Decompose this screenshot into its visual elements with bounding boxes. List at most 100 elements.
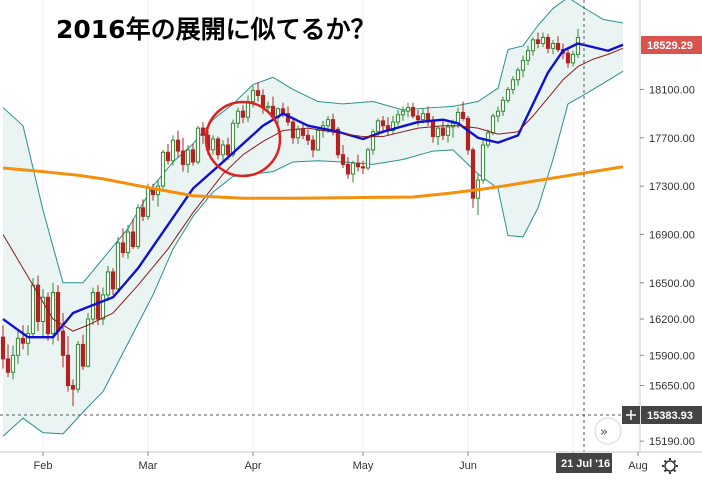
candle-body	[545, 36, 551, 49]
candle	[400, 106, 406, 121]
candle	[500, 96, 506, 117]
gear-icon	[664, 460, 676, 472]
candle	[525, 45, 531, 66]
candle	[130, 218, 136, 249]
candle-body	[20, 337, 26, 344]
candle	[470, 147, 476, 208]
candle-body	[45, 296, 51, 335]
time-tick-label: Mar	[139, 460, 158, 472]
ma-short-line	[2, 42, 624, 339]
candle-body	[555, 43, 561, 51]
candle-body	[520, 59, 526, 71]
candle	[140, 199, 146, 222]
candle	[230, 119, 236, 158]
candle-body	[265, 105, 271, 109]
candle	[210, 135, 216, 155]
candle-body	[310, 139, 316, 151]
candle-body	[330, 119, 336, 130]
candle-body	[420, 113, 426, 121]
candle-body	[495, 110, 501, 117]
time-tick-label: Feb	[34, 460, 53, 472]
candle-body	[50, 291, 56, 335]
candle-body	[455, 111, 461, 124]
candle	[305, 129, 311, 146]
chart-settings-button[interactable]	[662, 458, 678, 474]
candle	[85, 313, 91, 368]
candle-body	[195, 127, 201, 163]
ma-mid-line	[2, 47, 624, 332]
candle-body	[465, 117, 471, 151]
candle	[195, 125, 201, 165]
candle-body	[410, 107, 416, 117]
scroll-to-latest-button-bg[interactable]	[594, 417, 622, 445]
candle-body	[325, 119, 331, 127]
candle-body	[85, 318, 91, 367]
candle-body	[230, 122, 236, 156]
candle	[80, 334, 86, 370]
candle-body	[350, 162, 356, 175]
candle-body	[185, 149, 191, 165]
candle-body	[215, 138, 221, 156]
candle	[355, 154, 361, 172]
candle	[535, 32, 541, 49]
crosshair-date-badge-bg	[556, 453, 612, 473]
candle-body	[375, 120, 381, 133]
price-tick-label: 16900.00	[649, 229, 695, 241]
candle	[445, 123, 451, 143]
candle	[530, 37, 536, 56]
price-tick-label: 18100.00	[649, 84, 695, 96]
candle	[120, 228, 126, 258]
candle	[300, 124, 306, 139]
candle-body	[110, 271, 116, 290]
candle-body	[255, 90, 261, 96]
candle-body	[315, 130, 321, 151]
candle-body	[460, 111, 466, 119]
candle	[125, 224, 131, 259]
candle-body	[415, 115, 421, 121]
candle	[15, 331, 21, 364]
candle-body	[145, 188, 151, 217]
candle	[435, 125, 441, 146]
bollinger-band-fill	[3, 0, 623, 437]
candle	[460, 101, 466, 121]
candle	[10, 345, 16, 380]
candle-body	[480, 144, 486, 181]
gear-icon-teeth	[662, 458, 678, 474]
candle-body	[435, 127, 441, 138]
candle	[520, 55, 526, 78]
crosshair-plus-button[interactable]	[622, 406, 640, 424]
price-axis: 18100.00 17700.00 17300.00 16900.00 16500.00…	[640, 84, 695, 448]
candle-body	[30, 284, 36, 335]
candle-body	[440, 127, 446, 136]
bollinger-band-line	[2, 0, 624, 284]
candle-body	[390, 121, 396, 132]
candle	[570, 50, 576, 67]
candle-body	[525, 50, 531, 61]
candle	[135, 204, 141, 249]
time-tick-label: Jun	[459, 460, 477, 472]
candle-body	[575, 37, 581, 55]
candle	[200, 122, 206, 144]
scroll-to-latest-button[interactable]: »	[594, 417, 622, 445]
candle-body	[500, 99, 506, 112]
candle-body	[550, 43, 556, 49]
candle-body	[80, 343, 86, 367]
candle-body	[530, 39, 536, 52]
candle-body	[180, 150, 186, 165]
candle	[565, 47, 571, 68]
candle	[380, 116, 386, 133]
candle-body	[240, 110, 246, 118]
candle-body	[225, 144, 231, 156]
candle-body	[365, 149, 371, 169]
candle	[215, 136, 221, 160]
candle	[170, 135, 176, 166]
candle-body	[335, 128, 341, 156]
price-tick-label: 15190.00	[649, 436, 695, 448]
candle-body	[70, 385, 76, 390]
candle-body	[400, 110, 406, 116]
candle	[180, 137, 186, 172]
price-tick-label: 17300.00	[649, 181, 695, 193]
candle-body	[450, 122, 456, 128]
candle-body	[430, 121, 436, 138]
